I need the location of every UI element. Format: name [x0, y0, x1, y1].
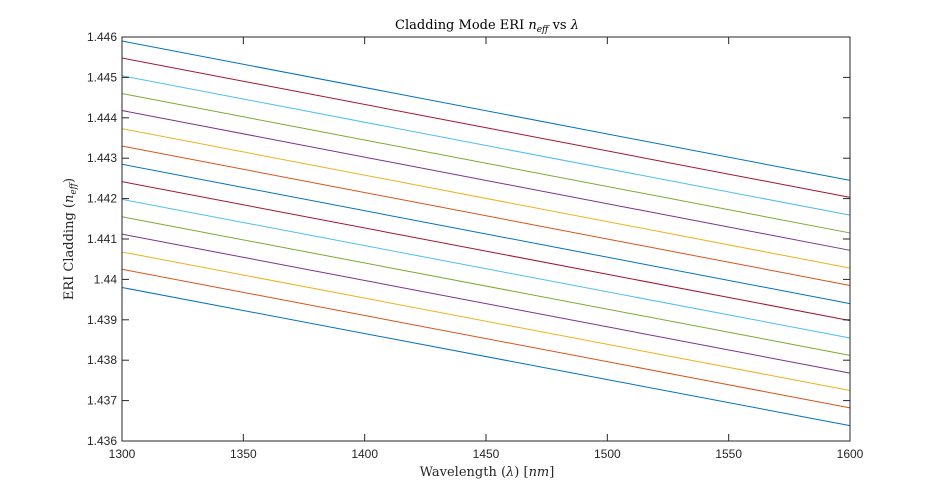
series-line-12	[121, 233, 851, 374]
x-axis-ticks: 1300 1350 1400 1450 1500 1550 1600	[109, 37, 864, 461]
plot-area: 1300 1350 1400 1450 1500 1550 1600 1.4361.4371…	[87, 30, 864, 461]
series-line-2	[121, 57, 851, 198]
y-tick-label: 1.438	[87, 353, 117, 367]
y-tick-label: 1.437	[87, 394, 117, 408]
series-line-11	[121, 216, 851, 356]
y-axis-ticks: 1.436 1.437 1.438 1.439 1.44 1.441 1.442 1.443 1…	[87, 30, 850, 448]
y-tick-label: 1.441	[87, 232, 117, 246]
series-line-7	[121, 145, 851, 286]
series-line-1	[121, 40, 851, 181]
x-tick-label: 1300	[109, 447, 136, 461]
y-tick-label: 1.444	[87, 111, 117, 125]
axes-box	[121, 36, 851, 442]
series-line-5	[121, 110, 851, 251]
y-tick-label: 1.44	[94, 272, 118, 286]
series-line-10	[121, 198, 851, 339]
series-line-9	[121, 181, 851, 322]
y-tick-label: 1.436	[87, 434, 117, 448]
x-tick-label: 1400	[351, 447, 378, 461]
x-tick-label: 1450	[473, 447, 500, 461]
series-line-14	[121, 268, 851, 409]
x-tick-label: 1350	[230, 447, 257, 461]
x-tick-label: 1500	[594, 447, 621, 461]
y-tick-label: 1.442	[87, 192, 117, 206]
series-line-13	[121, 251, 851, 391]
x-tick-label: 1550	[715, 447, 742, 461]
y-tick-label: 1.445	[87, 70, 117, 84]
y-tick-label: 1.443	[87, 151, 117, 165]
series-layer	[121, 40, 851, 427]
series-line-6	[121, 128, 851, 269]
chart-title: Cladding Mode ERI neff vs λ	[395, 18, 579, 35]
y-tick-label: 1.446	[87, 30, 117, 44]
y-axis-label: ERI Cladding (neff)	[62, 178, 79, 300]
x-axis-label: Wavelength (λ) [nm]	[420, 465, 555, 480]
y-tick-label: 1.439	[87, 313, 117, 327]
series-line-8	[121, 163, 851, 305]
series-line-3	[121, 75, 851, 216]
series-line-15	[121, 286, 851, 427]
x-tick-label: 1600	[837, 447, 864, 461]
series-line-4	[121, 93, 851, 234]
